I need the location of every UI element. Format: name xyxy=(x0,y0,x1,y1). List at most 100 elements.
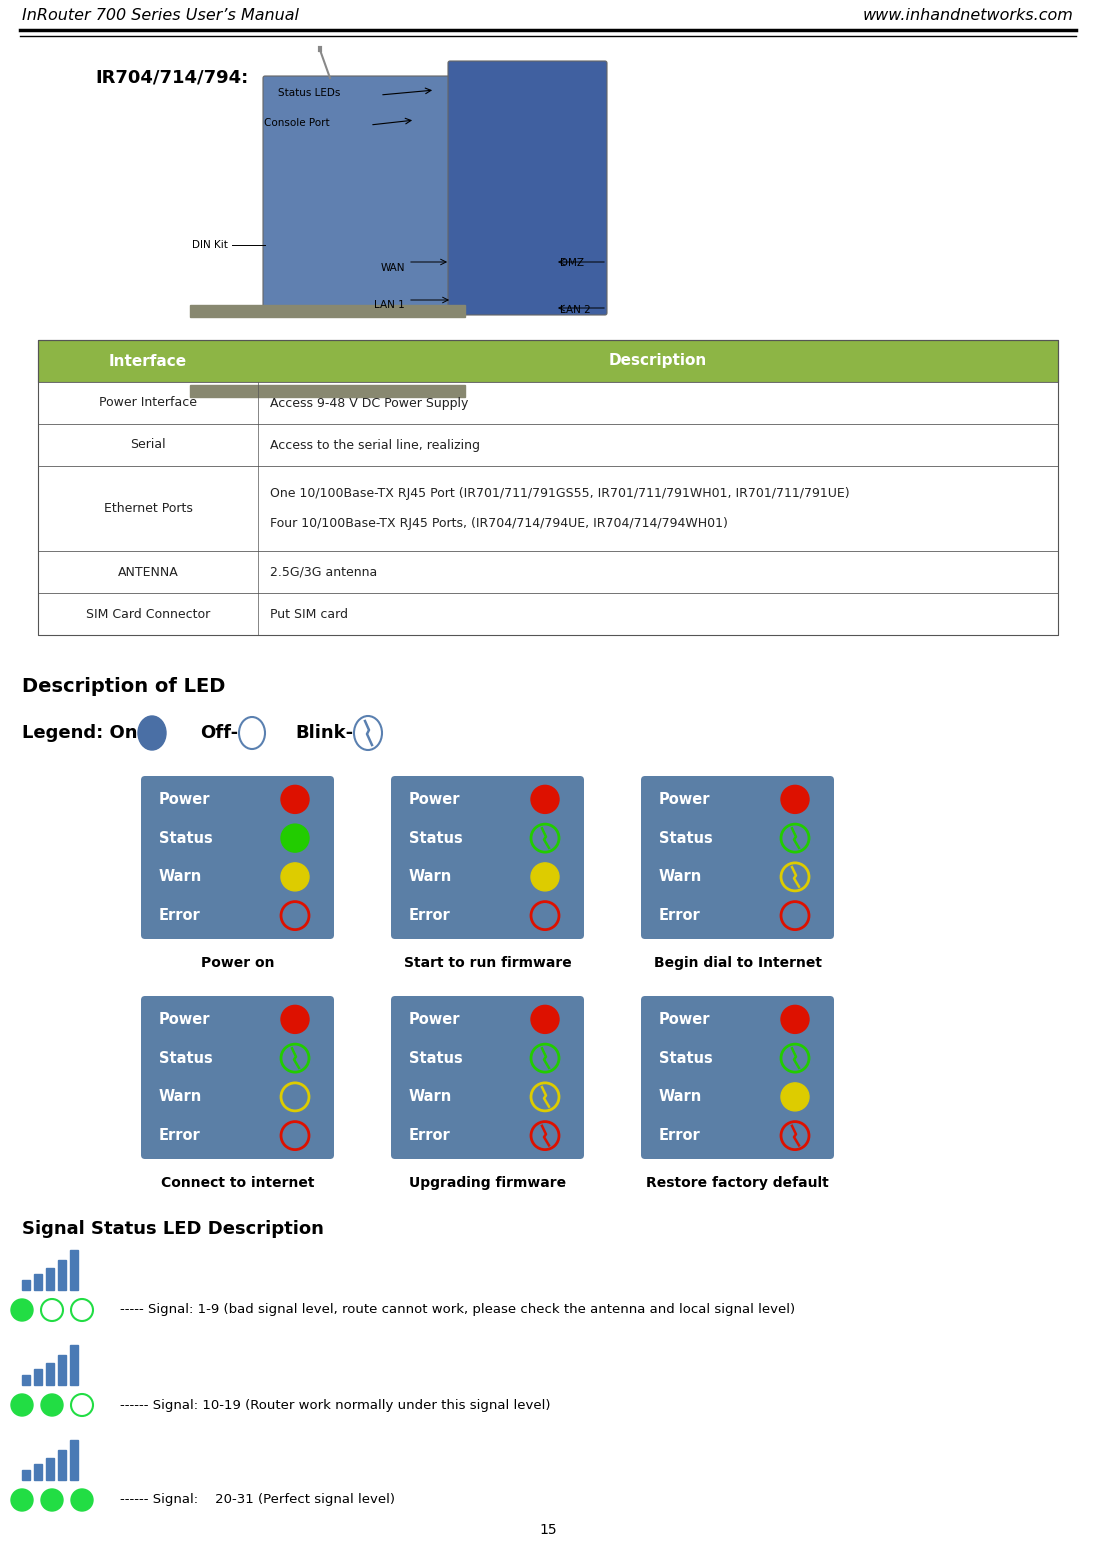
Text: LAN 1: LAN 1 xyxy=(374,300,406,310)
Text: Power: Power xyxy=(409,793,460,807)
Text: Power: Power xyxy=(159,793,210,807)
Text: Error: Error xyxy=(659,909,700,923)
Text: SIM Card Connector: SIM Card Connector xyxy=(85,607,210,621)
Bar xyxy=(58,1260,66,1289)
Text: Interface: Interface xyxy=(109,353,187,368)
Bar xyxy=(70,1249,78,1289)
Text: One 10/100Base-TX RJ45 Port (IR701/711/791GS55, IR701/711/791WH01, IR701/711/791: One 10/100Base-TX RJ45 Port (IR701/711/7… xyxy=(270,486,849,500)
Text: ANTENNA: ANTENNA xyxy=(117,565,179,579)
Circle shape xyxy=(11,1489,33,1511)
FancyBboxPatch shape xyxy=(391,995,584,1159)
Text: Description: Description xyxy=(609,353,707,368)
Circle shape xyxy=(71,1489,93,1511)
Bar xyxy=(46,1362,54,1385)
Bar xyxy=(22,1280,30,1289)
Text: Ethernet Ports: Ethernet Ports xyxy=(103,502,193,515)
Bar xyxy=(58,1354,66,1385)
Bar xyxy=(34,1368,42,1385)
Text: Status: Status xyxy=(659,831,712,845)
Text: Upgrading firmware: Upgrading firmware xyxy=(409,1176,566,1190)
Text: Status LEDs: Status LEDs xyxy=(277,88,340,98)
Text: ------ Signal:    20-31 (Perfect signal level): ------ Signal: 20-31 (Perfect signal lev… xyxy=(119,1494,395,1506)
Text: Status: Status xyxy=(659,1051,712,1065)
Text: 15: 15 xyxy=(539,1523,557,1537)
Text: Warn: Warn xyxy=(159,870,203,884)
Circle shape xyxy=(11,1299,33,1320)
Text: Serial: Serial xyxy=(130,438,165,452)
Text: Error: Error xyxy=(159,909,201,923)
Text: Error: Error xyxy=(659,1128,700,1142)
Text: Console Port: Console Port xyxy=(264,118,330,128)
Text: LAN 2: LAN 2 xyxy=(560,305,591,314)
Bar xyxy=(38,466,1058,551)
Circle shape xyxy=(530,862,559,892)
Circle shape xyxy=(281,862,309,892)
Text: Power Interface: Power Interface xyxy=(99,396,197,410)
Text: Power: Power xyxy=(409,1012,460,1026)
Text: Blink--: Blink-- xyxy=(295,724,361,741)
Bar xyxy=(22,1471,30,1480)
Circle shape xyxy=(41,1489,62,1511)
Circle shape xyxy=(71,1395,93,1416)
Ellipse shape xyxy=(239,717,265,749)
FancyBboxPatch shape xyxy=(448,60,607,314)
FancyBboxPatch shape xyxy=(391,776,584,940)
FancyBboxPatch shape xyxy=(263,76,452,310)
Text: Warn: Warn xyxy=(659,1090,703,1104)
Text: ----- Signal: 1-9 (bad signal level, route cannot work, please check the antenna: ----- Signal: 1-9 (bad signal level, rou… xyxy=(119,1303,795,1316)
Bar xyxy=(190,305,465,317)
Text: Power: Power xyxy=(659,1012,710,1026)
Text: Error: Error xyxy=(409,1128,450,1142)
Circle shape xyxy=(41,1299,62,1320)
Bar xyxy=(70,1345,78,1385)
Text: Begin dial to Internet: Begin dial to Internet xyxy=(653,957,822,971)
Bar xyxy=(38,382,1058,424)
Text: Legend: On--: Legend: On-- xyxy=(22,724,152,741)
FancyBboxPatch shape xyxy=(141,776,334,940)
Text: Warn: Warn xyxy=(159,1090,203,1104)
Bar xyxy=(34,1274,42,1289)
Bar xyxy=(70,1440,78,1480)
Bar xyxy=(38,551,1058,593)
Bar xyxy=(22,1375,30,1385)
Text: Access to the serial line, realizing: Access to the serial line, realizing xyxy=(270,438,480,452)
Text: DMZ: DMZ xyxy=(560,259,584,268)
Text: Start to run firmware: Start to run firmware xyxy=(403,957,571,971)
Text: Warn: Warn xyxy=(409,870,453,884)
Text: Restore factory default: Restore factory default xyxy=(647,1176,829,1190)
Text: Warn: Warn xyxy=(409,1090,453,1104)
Bar xyxy=(190,385,465,396)
Text: Status: Status xyxy=(409,1051,463,1065)
Text: Power: Power xyxy=(159,1012,210,1026)
Circle shape xyxy=(11,1395,33,1416)
Text: IR704/714/794:: IR704/714/794: xyxy=(95,68,249,87)
Text: Status: Status xyxy=(159,1051,213,1065)
Text: Error: Error xyxy=(409,909,450,923)
Text: Status: Status xyxy=(159,831,213,845)
Bar xyxy=(46,1268,54,1289)
Circle shape xyxy=(530,1005,559,1034)
Text: Error: Error xyxy=(159,1128,201,1142)
Ellipse shape xyxy=(354,717,383,749)
Bar xyxy=(38,341,1058,635)
Text: Off--: Off-- xyxy=(199,724,246,741)
Text: ------ Signal: 10-19 (Router work normally under this signal level): ------ Signal: 10-19 (Router work normal… xyxy=(119,1398,550,1412)
Text: Power: Power xyxy=(659,793,710,807)
Bar xyxy=(38,593,1058,635)
Text: Description of LED: Description of LED xyxy=(22,678,226,697)
Bar xyxy=(38,341,1058,382)
Text: WAN: WAN xyxy=(380,263,406,272)
Circle shape xyxy=(281,824,309,851)
Bar xyxy=(38,424,1058,466)
Circle shape xyxy=(781,1005,809,1034)
FancyBboxPatch shape xyxy=(641,995,834,1159)
FancyBboxPatch shape xyxy=(641,776,834,940)
Text: 2.5G/3G antenna: 2.5G/3G antenna xyxy=(270,565,377,579)
Text: www.inhandnetworks.com: www.inhandnetworks.com xyxy=(864,8,1074,23)
Text: Connect to internet: Connect to internet xyxy=(161,1176,315,1190)
Text: Status: Status xyxy=(409,831,463,845)
Text: Signal Status LED Description: Signal Status LED Description xyxy=(22,1220,324,1238)
Circle shape xyxy=(41,1395,62,1416)
Bar xyxy=(34,1464,42,1480)
FancyBboxPatch shape xyxy=(141,995,334,1159)
